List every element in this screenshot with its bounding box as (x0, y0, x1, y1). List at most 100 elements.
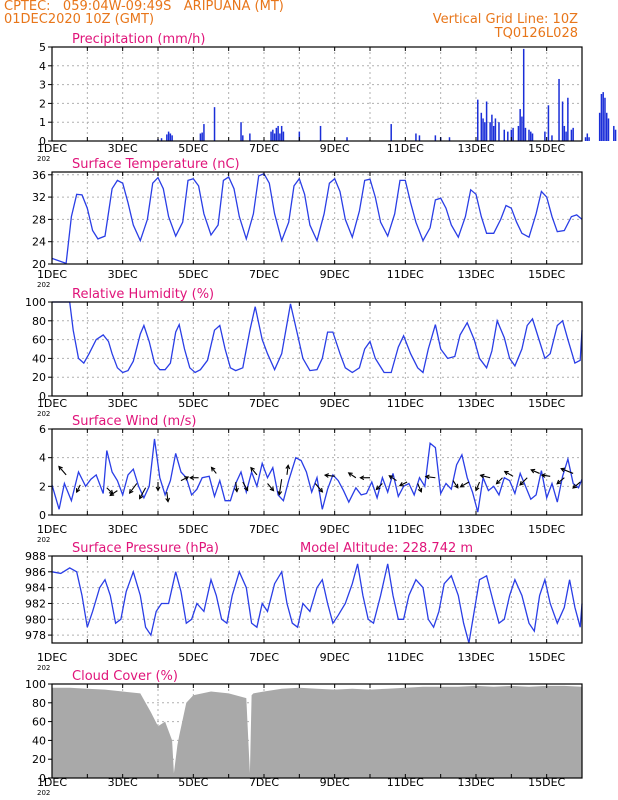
x-tick-label: 7DEC (249, 523, 279, 536)
precipitation-bar (275, 127, 278, 141)
x-tick-label: 7DEC (249, 776, 279, 789)
y-tick-label: 4 (39, 452, 46, 465)
precipitation-bar (544, 131, 546, 141)
wind-arrow (541, 474, 551, 477)
precipitation-bar (485, 101, 488, 141)
wind-arrow-head (250, 466, 255, 472)
x-tick-label: 15DEC (528, 776, 565, 789)
x-tick-label: 15DEC (528, 268, 565, 281)
wind-arrow-head (530, 468, 536, 474)
wind-arrow-head (347, 472, 353, 477)
x-tick-label: 9DEC (320, 268, 350, 281)
precipitation-bar (613, 125, 615, 141)
y-tick-label: 0 (39, 772, 46, 785)
wind-arrow (460, 481, 470, 488)
precipitation-bar (565, 131, 567, 141)
x-year-fragment: 202 (37, 536, 50, 544)
precipitation-bar (298, 131, 301, 141)
y-tick-label: 28 (32, 213, 46, 226)
panel-1: 0 1 2 3 4 5 1DEC 3DEC 5DEC 7DEC 9DEC 11DEC 13DEC 15DE… (37, 32, 617, 163)
panel-frame (51, 428, 583, 516)
panel-title: Surface Wind (m/s) (72, 414, 196, 429)
x-tick-label: 9DEC (320, 776, 350, 789)
x-tick-label: 11DEC (387, 651, 424, 664)
x-tick-label: 13DEC (457, 397, 494, 410)
series-line (52, 301, 583, 374)
y-tick-label: 984 (25, 582, 46, 595)
wind-arrow-head (398, 482, 404, 487)
x-tick-label: 5DEC (178, 142, 208, 155)
wind-arrow-head (210, 466, 216, 472)
precipitation-bar (498, 122, 500, 141)
precipitation-bar (489, 122, 491, 141)
x-tick-label: 1DEC (37, 776, 67, 789)
x-tick-label: 3DEC (108, 651, 138, 664)
wind-arrow (556, 477, 565, 485)
panel-frame (51, 555, 583, 644)
x-tick-label: 5DEC (178, 776, 208, 789)
y-tick-label: 20 (32, 371, 46, 384)
series-line (51, 563, 583, 644)
precipitation-bar (482, 118, 484, 141)
precipitation-bar (492, 125, 495, 141)
precipitation-bar (434, 135, 437, 141)
x-tick-label: 7DEC (249, 142, 279, 155)
precipitation-bar (477, 99, 479, 141)
wind-arrow-head (519, 480, 525, 486)
wind-arrow-head (359, 475, 365, 481)
precipitation-bar (270, 131, 272, 141)
wind-arrow-head (184, 476, 190, 481)
precipitation-bar (249, 133, 251, 141)
wind-arrow (388, 475, 397, 482)
precipitation-bar (167, 131, 170, 141)
precipitation-bar (570, 129, 573, 141)
x-tick-label: 11DEC (387, 268, 424, 281)
precipitation-bar (558, 78, 560, 141)
precipitation-bar (203, 124, 205, 141)
wind-arrow (242, 481, 249, 491)
wind-arrow-head (243, 486, 249, 492)
wind-arrow (267, 483, 274, 492)
y-tick-label: 978 (25, 629, 46, 642)
precipitation-bar (563, 125, 566, 141)
y-tick-label: 0 (39, 135, 46, 148)
x-tick-label: 1DEC (37, 523, 67, 536)
wind-arrow (348, 472, 357, 479)
precipitation-bar (614, 129, 617, 141)
x-tick-label: 1DEC (37, 268, 67, 281)
y-tick-label: 2 (39, 480, 46, 493)
precipitation-bar (346, 137, 348, 141)
precipitation-bar (171, 135, 173, 141)
wind-arrow-head (388, 475, 394, 480)
wind-arrow (139, 487, 147, 499)
wind-arrow (250, 467, 258, 476)
precipitation-bar (602, 92, 604, 141)
x-tick-label: 1DEC (37, 397, 67, 410)
wind-arrow (519, 477, 528, 486)
precipitation-bar (448, 137, 451, 141)
wind-arrow-head (479, 473, 485, 479)
x-year-fragment: 202 (37, 410, 50, 418)
x-tick-label: 7DEC (249, 651, 279, 664)
wind-arrow (399, 481, 408, 487)
y-tick-label: 980 (25, 613, 46, 626)
y-tick-label: 5 (39, 41, 46, 54)
wind-arrow (278, 479, 283, 495)
wind-arrow-head (475, 486, 480, 492)
precipitation-bar (551, 135, 553, 141)
wind-arrow (560, 468, 574, 474)
y-tick-label: 36 (32, 169, 46, 182)
precipitation-bar (201, 132, 203, 141)
wind-arrow-head (155, 486, 161, 492)
y-tick-label: 988 (25, 550, 46, 563)
precipitation-bar (517, 125, 520, 141)
x-year-fragment: 202 (37, 281, 50, 289)
wind-arrow (324, 474, 335, 477)
wind-arrow-head (503, 470, 509, 476)
station-info: CPTEC: 059:04W-09:49S ARIPUANA (MT) (4, 0, 284, 14)
wind-arrow (530, 469, 540, 474)
wind-arrow (475, 481, 481, 491)
precipitation-bar (600, 94, 603, 141)
x-tick-label: 15DEC (528, 142, 565, 155)
